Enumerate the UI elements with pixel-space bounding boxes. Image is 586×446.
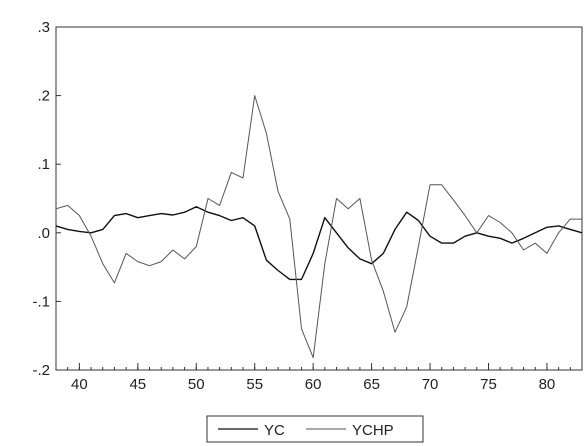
- y-tick-label: -.2: [32, 362, 50, 379]
- series-layer: [55, 95, 583, 359]
- x-tick-label: 80: [539, 376, 556, 393]
- x-tick-label: 75: [480, 376, 497, 393]
- legend: YC YCHP: [206, 415, 424, 443]
- x-tick-label: 45: [129, 376, 146, 393]
- y-tick-label: .0: [37, 225, 50, 242]
- series-line-yc: [55, 205, 583, 281]
- series-line-ychp: [55, 95, 582, 359]
- plot-frame: [55, 26, 583, 371]
- y-tick-label: .1: [37, 156, 50, 173]
- x-tick-label: 65: [363, 376, 380, 393]
- x-axis: 40 45 50 55 60 65 70 75 80: [55, 363, 583, 393]
- x-tick-label: 70: [422, 376, 439, 393]
- x-tick-label: 55: [246, 376, 263, 393]
- x-tick-label: 60: [305, 376, 322, 393]
- x-tick-label: 40: [71, 376, 88, 393]
- x-tick-label: 50: [188, 376, 205, 393]
- legend-label-yc: YC: [264, 422, 285, 439]
- legend-label-ychp: YCHP: [352, 422, 394, 439]
- y-tick-label: .2: [37, 88, 50, 105]
- y-axis: -.2 -.1 .0 .1 .2 .3: [32, 19, 61, 379]
- y-tick-label: .3: [37, 19, 50, 36]
- y-tick-label: -.1: [32, 293, 50, 310]
